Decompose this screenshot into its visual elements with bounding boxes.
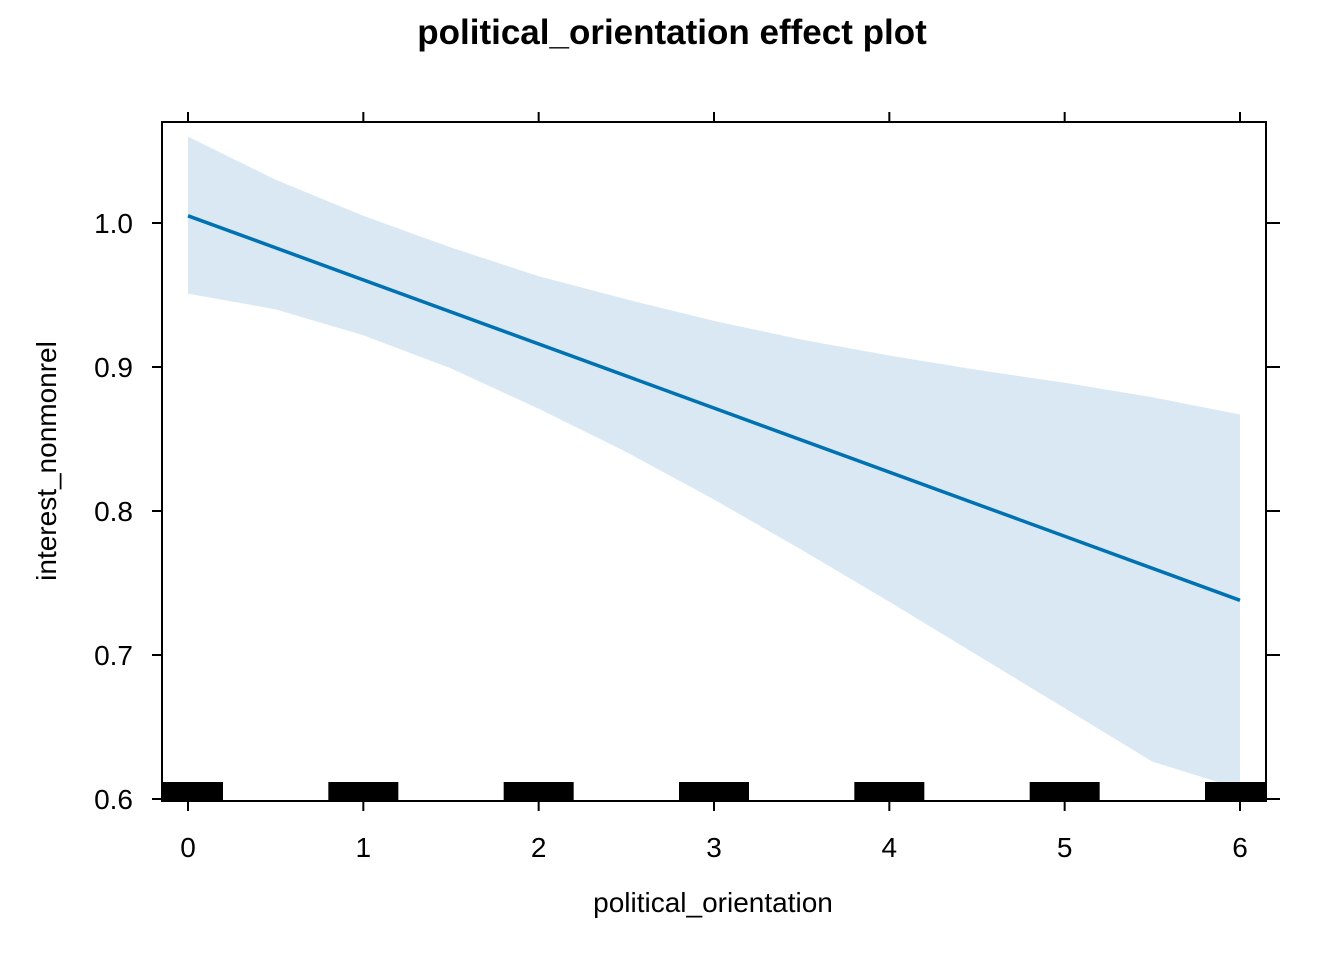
- rug-mark: [679, 782, 749, 801]
- x-tick-label: 1: [356, 832, 372, 863]
- y-tick-label: 1.0: [94, 208, 133, 239]
- x-tick-label: 4: [882, 832, 898, 863]
- x-tick-label: 0: [180, 832, 196, 863]
- rug-mark: [162, 782, 223, 801]
- rug-mark: [1029, 782, 1100, 801]
- x-tick-label: 2: [531, 832, 547, 863]
- chart-title: political_orientation effect plot: [417, 13, 927, 52]
- rug-mark: [854, 782, 925, 801]
- y-tick-label: 0.9: [94, 352, 133, 383]
- x-axis-label: political_orientation: [593, 887, 833, 918]
- y-tick-label: 0.8: [94, 496, 133, 527]
- x-tick-label: 5: [1057, 832, 1073, 863]
- rug-mark: [1205, 782, 1266, 801]
- confidence-band: [188, 136, 1240, 789]
- rug-mark: [328, 782, 399, 801]
- rug-mark: [503, 782, 574, 801]
- x-tick-label: 3: [706, 832, 722, 863]
- y-tick-label: 0.6: [94, 784, 133, 815]
- x-tick-label: 6: [1232, 832, 1248, 863]
- axes: 0 1 2 3 4 5 6 0.6 0.7 0.8 0.9 1.0: [94, 112, 1280, 863]
- plot-area: [162, 136, 1266, 801]
- fit-line: [187, 214, 1241, 602]
- y-axis-label: interest_nonmonrel: [31, 341, 62, 581]
- y-tick-label: 0.7: [94, 640, 133, 671]
